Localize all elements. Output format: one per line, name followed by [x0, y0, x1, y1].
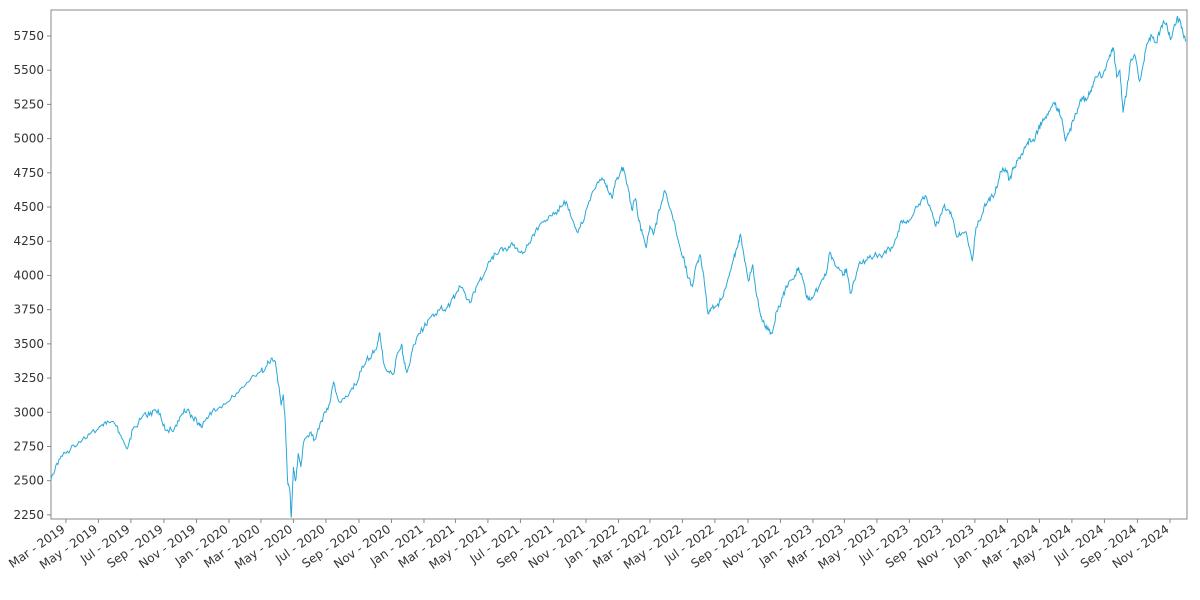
y-tick-label: 3500 [13, 337, 44, 351]
y-tick-label: 4500 [13, 200, 44, 214]
y-axis: 2250 2500 2750 3000 3250 3500 3750 4000 4250 4500… [13, 29, 51, 522]
y-tick-label: 5000 [13, 132, 44, 146]
y-tick-label: 2500 [13, 474, 44, 488]
y-tick-label: 3000 [13, 405, 44, 419]
series-line [50, 15, 1187, 518]
y-tick-label: 3250 [13, 371, 44, 385]
y-tick-label: 2250 [13, 508, 44, 522]
plot-area-frame [50, 9, 1188, 520]
y-tick-label: 5750 [13, 29, 44, 43]
y-tick-label: 4250 [13, 234, 44, 248]
y-tick-label: 5500 [13, 63, 44, 77]
y-tick-label: 2750 [13, 439, 44, 453]
y-tick-label: 4750 [13, 166, 44, 180]
y-tick-label: 5250 [13, 97, 44, 111]
y-tick-label: 3750 [13, 303, 44, 317]
y-tick-label: 4000 [13, 268, 44, 282]
